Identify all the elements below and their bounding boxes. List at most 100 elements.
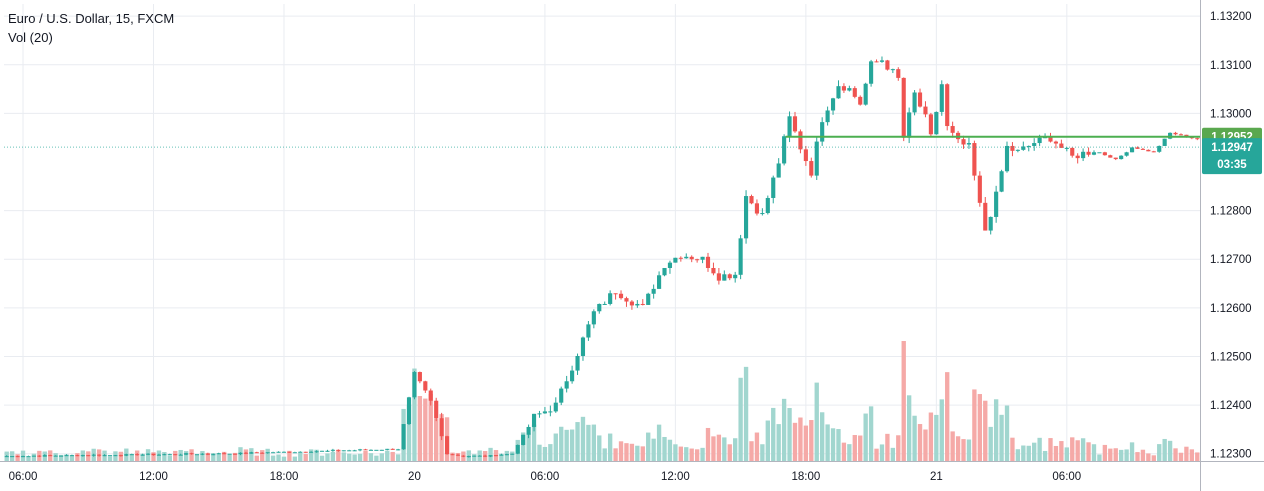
candle-body [75, 455, 80, 457]
volume-bar [629, 443, 635, 461]
candle-body [314, 451, 319, 453]
candle-body [260, 452, 265, 454]
volume-bar [281, 456, 287, 461]
candle-body [1075, 155, 1080, 159]
volume-bar [510, 451, 515, 461]
candle-body [570, 370, 575, 382]
candle-body [618, 293, 624, 299]
volume-bar [640, 446, 645, 461]
volume-bar [553, 433, 558, 461]
candle-body [358, 449, 363, 451]
volume-bar [1004, 405, 1010, 461]
volume-bar [303, 454, 308, 461]
y-tick-label: 1.12300 [1210, 449, 1252, 461]
volume-bar [738, 377, 743, 461]
volume-bar [673, 444, 678, 461]
candle-body [401, 424, 406, 450]
candle-body [499, 454, 504, 456]
candle-body [743, 196, 749, 239]
candle-body [466, 456, 471, 458]
volume-bar [1184, 446, 1189, 461]
candle-body [684, 256, 689, 259]
candle-body [830, 98, 836, 111]
volume-bar [162, 452, 167, 461]
volume-bar [694, 449, 700, 461]
volume-bar [1059, 441, 1064, 461]
candle-body [26, 456, 31, 458]
volume-bar [216, 453, 221, 461]
volume-bar [798, 417, 803, 461]
candle-body [368, 449, 374, 451]
candle-body [64, 455, 69, 457]
candle-body [319, 450, 325, 452]
volume-bar [341, 452, 346, 461]
volume-bar [542, 446, 548, 461]
candle-body [657, 275, 662, 289]
volume-bar [395, 454, 401, 461]
candle-body [352, 450, 357, 452]
candle-body [559, 388, 564, 403]
candle-body [782, 136, 787, 164]
volume-bar [771, 407, 776, 461]
volume-bar [1064, 447, 1069, 461]
volume-bar [1026, 445, 1031, 461]
candle-body [537, 413, 542, 415]
candle-body [586, 324, 591, 338]
volume-bar [896, 435, 901, 461]
volume-bar [934, 414, 939, 461]
candle-body [1151, 151, 1156, 153]
candle-body [232, 453, 238, 455]
candle-body [135, 454, 140, 456]
candle-body [428, 390, 433, 401]
candle-body [999, 171, 1004, 192]
candle-body [646, 293, 651, 305]
volume-bar [189, 449, 194, 461]
candle-body [1004, 145, 1010, 172]
x-tick-label: 06:00 [9, 471, 38, 483]
volume-bar [363, 450, 368, 461]
volume-bar [352, 454, 357, 461]
candle-body [553, 402, 558, 412]
candle-body [754, 203, 760, 214]
volume-bar [923, 429, 928, 461]
candle-body [211, 454, 216, 456]
candle-body [879, 60, 885, 62]
volume-bar [15, 454, 20, 461]
volume-bar [646, 432, 651, 461]
candle-body [841, 86, 846, 91]
volume-bar [607, 433, 613, 461]
volume-bar [531, 424, 537, 461]
volume-bar [841, 442, 847, 461]
volume-bar [602, 448, 607, 461]
volume-bar [972, 389, 977, 461]
candle-body [1124, 152, 1129, 156]
candle-body [1010, 145, 1015, 151]
candle-body [423, 381, 428, 391]
candle-body [363, 449, 368, 451]
candle-body [912, 92, 917, 113]
volume-bar [1075, 440, 1080, 461]
candle-body [347, 450, 352, 452]
candle-body [178, 454, 183, 456]
volume-bar [200, 451, 205, 461]
candle-body [461, 455, 466, 457]
candle-body [238, 452, 243, 455]
volume-bar [961, 439, 966, 461]
candle-body [1162, 138, 1167, 146]
volume-bar [977, 394, 983, 461]
volume-bar [129, 454, 134, 461]
candle-body [303, 451, 308, 453]
candle-body [695, 259, 700, 261]
volume-bar [325, 453, 330, 461]
candle-body [874, 61, 879, 63]
volume-bar [1167, 440, 1173, 461]
candle-body [1113, 157, 1118, 160]
volume-bar [1053, 445, 1059, 461]
candle-body [923, 106, 928, 115]
candle-body [901, 77, 906, 138]
volume-bar [591, 424, 597, 461]
volume-bar [423, 398, 428, 461]
